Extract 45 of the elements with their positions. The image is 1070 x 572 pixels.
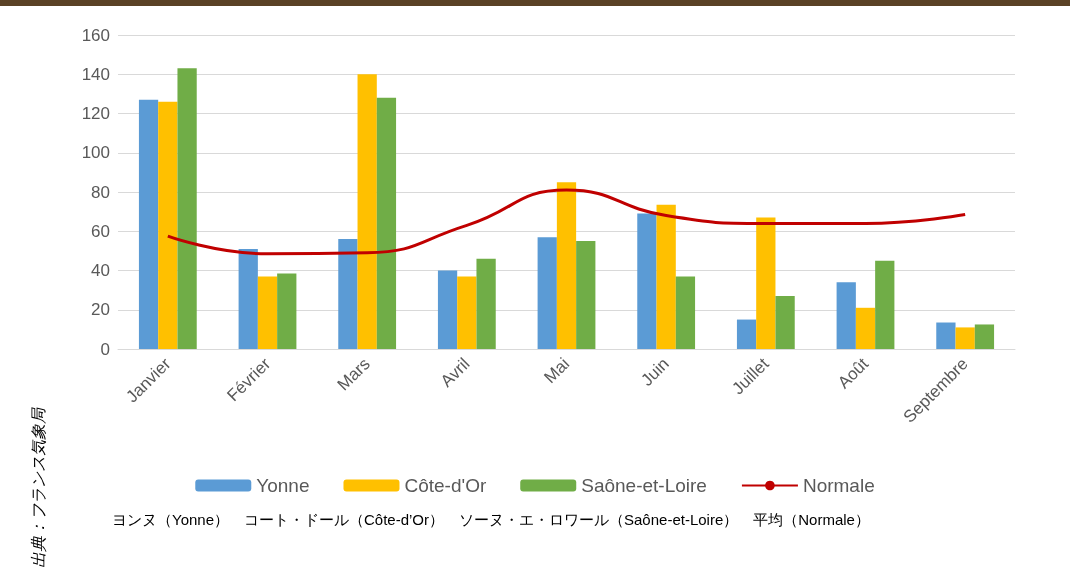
bar <box>974 324 995 349</box>
bar <box>277 273 297 349</box>
bar <box>855 307 876 349</box>
y-tick-label: 140 <box>81 64 110 84</box>
y-tick-label: 120 <box>81 104 110 123</box>
legend-label: Yonne <box>256 475 310 496</box>
bar <box>357 74 377 349</box>
bar <box>955 327 975 349</box>
bar <box>476 258 496 349</box>
bar <box>376 97 397 349</box>
bar <box>556 182 577 349</box>
bar <box>656 204 676 349</box>
bar <box>437 270 458 349</box>
legend-label: Normale <box>802 475 875 496</box>
bar <box>936 322 956 349</box>
bar <box>775 296 795 349</box>
line-series <box>166 188 967 256</box>
legend-label: Côte-d'Or <box>404 475 487 496</box>
bar <box>457 276 477 349</box>
bar <box>257 276 278 349</box>
bar <box>756 217 776 349</box>
bar <box>177 68 197 349</box>
y-tick-label: 160 <box>81 25 110 45</box>
bar <box>637 213 657 349</box>
y-tick-label: 80 <box>91 182 110 202</box>
x-tick-label: Mai <box>540 354 574 388</box>
x-tick-label: Juin <box>637 354 673 390</box>
legend-label: Saône-et-Loire <box>581 475 707 496</box>
bar <box>576 241 596 349</box>
bar <box>537 237 557 349</box>
bar <box>338 239 358 349</box>
bar <box>158 101 178 349</box>
bar <box>875 260 895 349</box>
source-note: 出典：フランス気象局 <box>29 407 47 568</box>
bar <box>736 319 757 349</box>
y-tick-label: 0 <box>100 339 110 359</box>
text: ヨンヌ（Yonne） コート・ドール（Côte-d’Or） ソーヌ・エ・ロワール（Saône-et-Loire） 平均（Normale） <box>112 511 870 528</box>
bar <box>238 248 258 349</box>
y-tick-label: 40 <box>91 261 110 280</box>
bar <box>675 276 696 349</box>
y-tick-label: 60 <box>91 221 110 241</box>
bar <box>836 282 856 349</box>
bar <box>138 99 159 349</box>
y-tick-label: 100 <box>81 143 110 163</box>
y-tick-label: 20 <box>91 300 110 320</box>
